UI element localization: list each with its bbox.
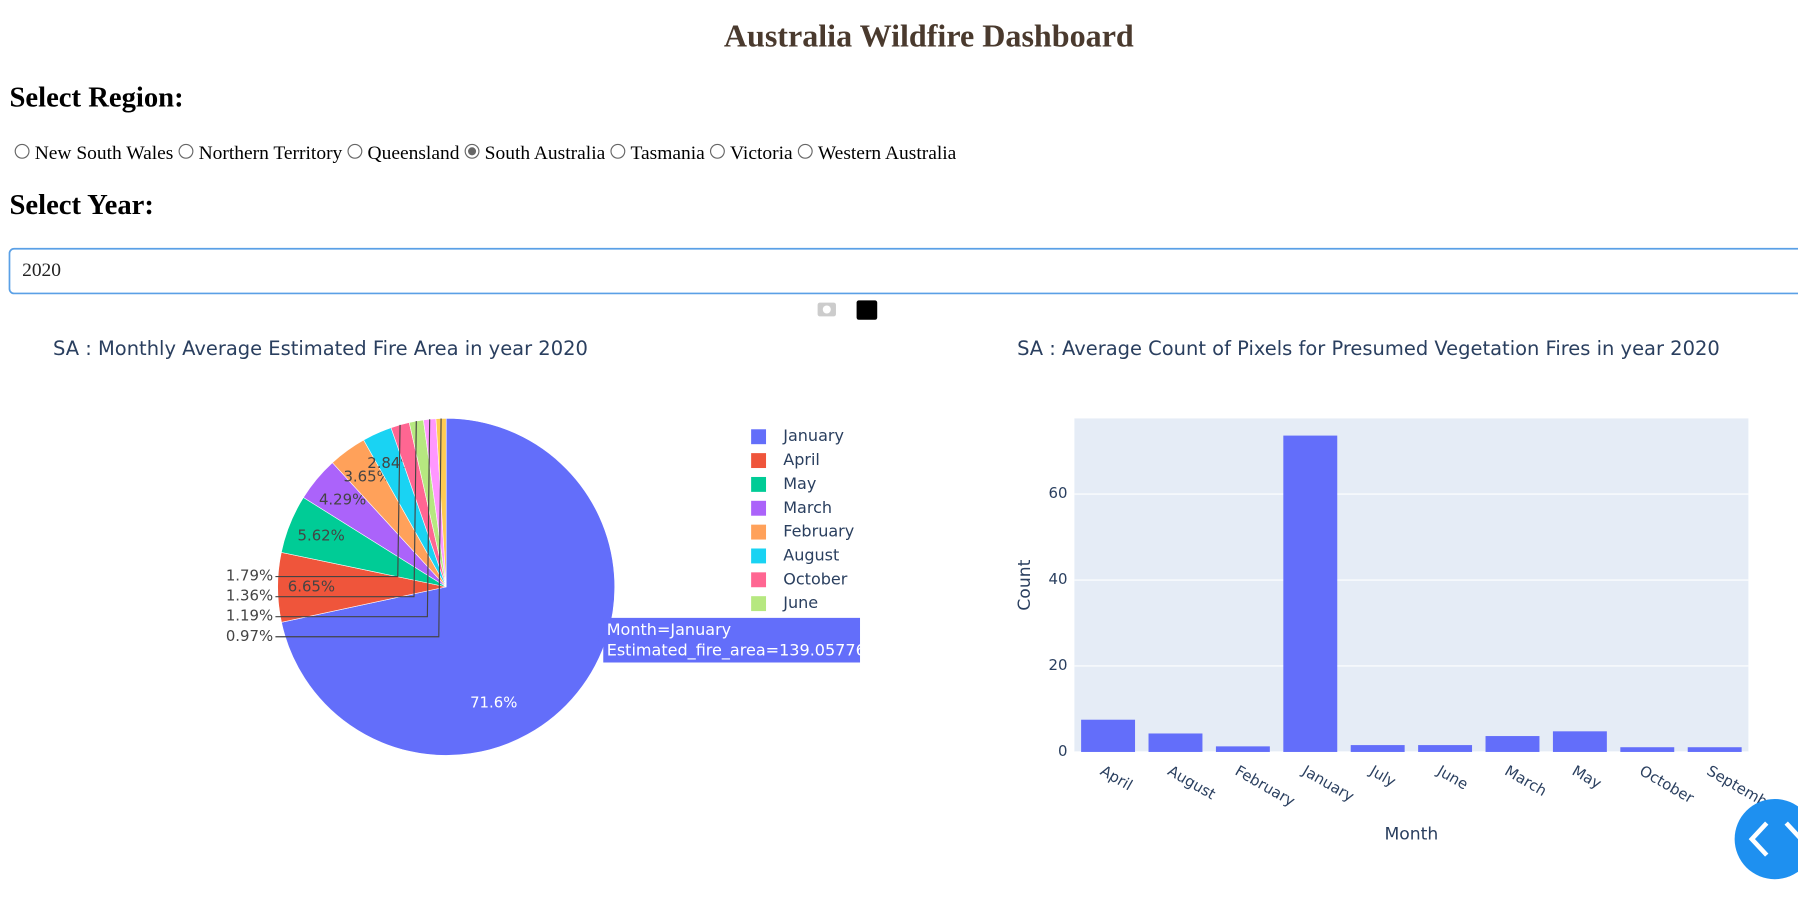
- bar: [1215, 746, 1270, 752]
- leader-line: [275, 421, 417, 598]
- pie-slice: [281, 418, 615, 756]
- legend-swatch: [751, 596, 767, 612]
- y-tick-label: 20: [1049, 656, 1068, 674]
- charts: SA : Monthly Average Estimated Fire Area…: [53, 337, 1785, 844]
- legend-swatch: [751, 524, 767, 540]
- bar: [1552, 731, 1607, 752]
- pie-slice: [435, 418, 447, 587]
- radio[interactable]: [14, 143, 30, 159]
- leader-line: [275, 424, 401, 578]
- radio[interactable]: [610, 143, 626, 159]
- radio-dot: [468, 147, 477, 156]
- x-axis-label: Month: [1384, 824, 1438, 844]
- legend-label: February: [783, 522, 855, 541]
- camera-lens: [822, 305, 831, 314]
- legend-label: August: [783, 545, 839, 564]
- bar: [1081, 719, 1136, 752]
- legend-swatch: [751, 548, 767, 564]
- year-input-value: 2020: [22, 260, 61, 281]
- radio[interactable]: [709, 143, 725, 159]
- tooltip-box: [596, 617, 861, 663]
- x-tick-label: October: [1636, 762, 1697, 808]
- legend-label: March: [783, 498, 832, 517]
- plotly-icon[interactable]: [856, 300, 878, 320]
- x-tick-label: May: [1569, 762, 1605, 793]
- floating-button[interactable]: [1734, 798, 1798, 880]
- x-tick-label: June: [1433, 761, 1471, 793]
- chart-title: SA : Average Count of Pixels for Presume…: [1017, 337, 1720, 360]
- bar: [1350, 745, 1405, 752]
- year-input[interactable]: [8, 247, 1798, 295]
- y-tick-label: 60: [1049, 484, 1068, 502]
- radio-label: Western Australia: [818, 143, 957, 164]
- x-tick-label: July: [1366, 761, 1399, 791]
- page-title: Australia Wildfire Dashboard: [724, 17, 1134, 53]
- radio-label: Tasmania: [630, 143, 705, 164]
- slice-label: 0.97%: [226, 627, 273, 645]
- slice-label: 71.6%: [470, 693, 517, 711]
- x-tick-label: March: [1502, 762, 1550, 800]
- leader-line: [275, 419, 431, 618]
- bar: [1283, 435, 1338, 752]
- y-axis-label: Count: [1015, 559, 1035, 610]
- year-label: Select Year:: [9, 189, 153, 221]
- bar: [1687, 747, 1742, 752]
- legend-label: June: [782, 593, 818, 612]
- tooltip-text: Month=January: [607, 620, 732, 639]
- legend-swatch: [751, 476, 767, 492]
- leader-line: [275, 418, 442, 638]
- bar: [1418, 745, 1473, 752]
- slice-label: 5.62%: [298, 527, 345, 545]
- x-tick-label: February: [1232, 762, 1298, 811]
- plot-area: [1074, 418, 1749, 752]
- legend-label: May: [783, 474, 817, 493]
- radio[interactable]: [178, 143, 194, 159]
- bar: [1148, 733, 1203, 752]
- bar: [1485, 736, 1540, 752]
- region-radios: New South Wales Northern Territory Queensl…: [14, 143, 957, 164]
- bar: [1620, 747, 1675, 752]
- chart-title: SA : Monthly Average Estimated Fire Area…: [53, 337, 588, 360]
- slice-label: 4.29%: [319, 491, 366, 509]
- radio[interactable]: [797, 143, 813, 159]
- floating-icon: [1748, 821, 1798, 857]
- legend-label: January: [782, 426, 844, 445]
- legend-label: October: [783, 569, 848, 588]
- region-label: Select Region:: [9, 81, 183, 113]
- slice-label: 1.79%: [226, 567, 273, 585]
- radio-label: Queensland: [368, 143, 460, 164]
- radio[interactable]: [347, 143, 363, 159]
- x-tick-label: August: [1165, 762, 1219, 804]
- radio-label: New South Wales: [35, 143, 174, 164]
- modebar: [817, 300, 878, 320]
- tooltip-text: Estimated_fire_area=139.0577623: [607, 641, 887, 661]
- legend-swatch: [751, 500, 767, 516]
- legend-swatch: [751, 429, 767, 445]
- x-tick-label: April: [1097, 762, 1135, 795]
- slice-label: 6.65%: [288, 577, 335, 595]
- y-tick-label: 0: [1058, 742, 1067, 760]
- slice-label: 3.65%: [343, 468, 390, 486]
- x-tick-label: January: [1299, 761, 1358, 805]
- slice-label: 1.19%: [226, 607, 273, 625]
- y-tick-label: 40: [1049, 570, 1068, 588]
- legend-swatch: [751, 572, 767, 588]
- radio-label: South Australia: [485, 143, 606, 164]
- legend-swatch: [751, 453, 767, 469]
- radio-label: Victoria: [730, 143, 793, 164]
- slice-label: 1.36%: [226, 587, 273, 605]
- legend-label: April: [783, 450, 820, 469]
- radio-label: Northern Territory: [199, 143, 343, 164]
